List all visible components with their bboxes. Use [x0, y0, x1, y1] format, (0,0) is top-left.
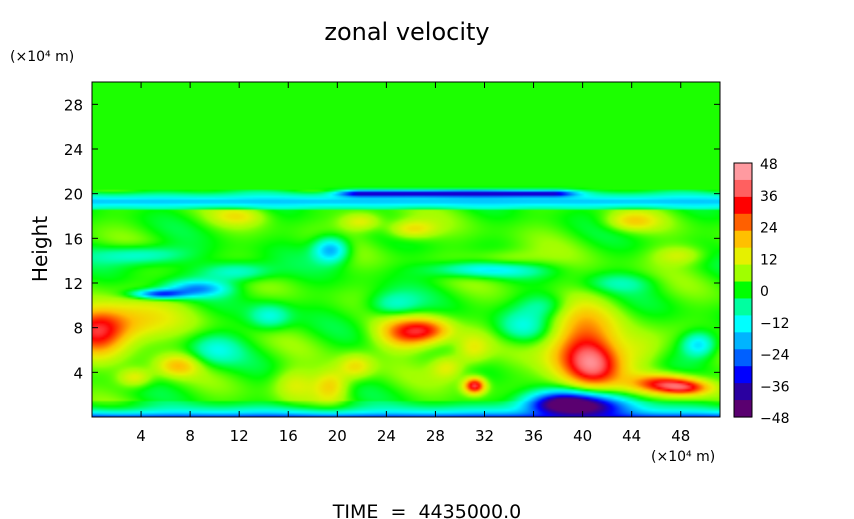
colorbar-tick-label-3: 12 — [760, 252, 778, 268]
colorbar-cell-13 — [734, 383, 752, 401]
x-tick-label-7: 32 — [475, 427, 494, 445]
x-tick-label-2: 12 — [230, 427, 249, 445]
y-tick-label-1: 8 — [73, 320, 83, 338]
y-tick-label-2: 12 — [64, 275, 83, 293]
colorbar-cell-2 — [734, 196, 752, 215]
colorbar-tick-label-0: 48 — [760, 157, 778, 173]
x-tick-label-9: 40 — [573, 427, 592, 445]
colorbar-tick-label-2: 24 — [760, 221, 778, 237]
colorbar-cell-6 — [734, 264, 752, 283]
x-tick-label-5: 24 — [377, 427, 396, 445]
x-tick-label-4: 20 — [328, 427, 347, 445]
y-tick-label-6: 28 — [64, 96, 83, 114]
colorbar-tick-label-6: −24 — [760, 348, 790, 364]
x-tick-label-11: 48 — [671, 427, 690, 445]
colorbar-cell-11 — [734, 349, 752, 367]
y-tick-label-5: 24 — [64, 141, 83, 159]
plot-frame — [91, 81, 721, 418]
y-tick-label-0: 4 — [73, 364, 83, 382]
x-tick-label-8: 36 — [524, 427, 543, 445]
x-tick-label-1: 8 — [185, 427, 195, 445]
colorbar-cell-5 — [734, 247, 752, 266]
heatmap-image — [92, 82, 720, 417]
colorbar-cell-0 — [734, 163, 752, 181]
colorbar-cell-4 — [734, 230, 752, 249]
colorbar-cell-9 — [734, 315, 752, 333]
x-tick-label-10: 44 — [622, 427, 641, 445]
x-unit-label: (×10⁴ m) — [651, 449, 715, 465]
y-tick-label-3: 16 — [64, 230, 83, 248]
colorbar-cell-14 — [734, 400, 752, 418]
colorbar-tick-label-1: 36 — [760, 189, 778, 205]
colorbar-tick-label-4: 0 — [760, 284, 769, 300]
colorbar-cell-7 — [734, 281, 752, 300]
x-tick-label-6: 28 — [426, 427, 445, 445]
colorbar-tick-label-8: −48 — [760, 411, 790, 427]
x-tick-label-3: 16 — [279, 427, 298, 445]
y-tick-label-4: 20 — [64, 186, 83, 204]
time-label: TIME = 4435000.0 — [332, 501, 521, 519]
colorbar-cell-3 — [734, 213, 752, 232]
colorbar-cell-1 — [734, 179, 752, 198]
colorbar-cell-10 — [734, 332, 752, 350]
colorbar: 48 36 24 12 0 −12 −24 −36 −48 — [733, 157, 790, 427]
y-unit-label: (×10⁴ m) — [10, 49, 74, 65]
y-axis-label: Height — [28, 216, 52, 282]
colorbar-tick-label-5: −12 — [760, 316, 790, 332]
chart-title: zonal velocity — [324, 18, 489, 46]
colorbar-frame — [733, 162, 753, 418]
y-axis: 4 8 12 16 20 24 28 — [64, 96, 720, 382]
x-tick-label-0: 4 — [136, 427, 146, 445]
colorbar-cell-12 — [734, 366, 752, 384]
colorbar-cell-8 — [734, 298, 752, 316]
x-axis: 4 8 12 16 20 24 28 32 36 40 44 48 — [136, 82, 690, 445]
colorbar-tick-label-7: −36 — [760, 379, 790, 395]
heatmap-plot-area — [91, 81, 721, 418]
